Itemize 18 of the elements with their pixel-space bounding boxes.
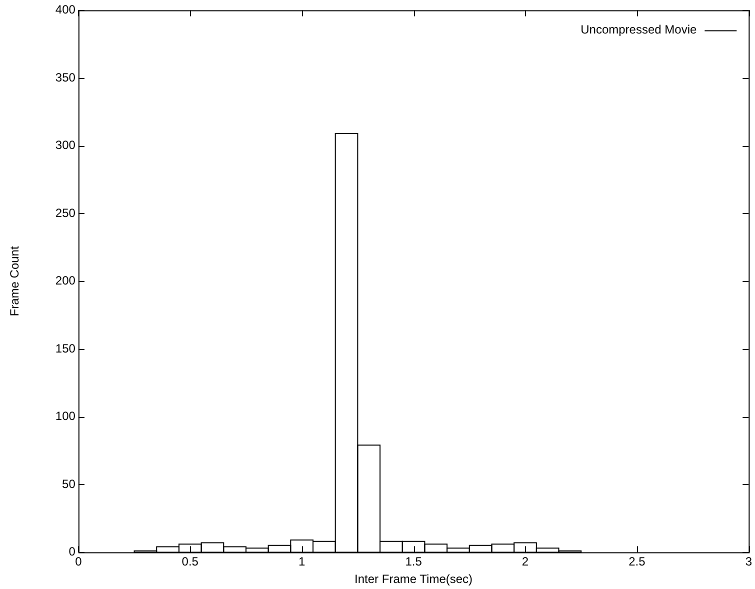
y-tick-label: 300 xyxy=(55,138,76,152)
y-tick-label: 150 xyxy=(55,341,76,356)
x-axis-title: Inter Frame Time(sec) xyxy=(354,572,473,586)
y-tick-label: 350 xyxy=(55,70,76,84)
y-tick-label: 50 xyxy=(62,476,76,491)
y-tick-label: 250 xyxy=(55,206,76,220)
y-tick-label: 100 xyxy=(55,409,76,424)
y-tick-label: 0 xyxy=(68,544,76,559)
x-tick-label: 0.5 xyxy=(182,554,199,569)
x-tick-label: 3 xyxy=(745,554,752,569)
y-axis-title: Frame Count xyxy=(8,246,22,316)
x-tick-label: 1.5 xyxy=(405,554,422,569)
x-tick-label: 2 xyxy=(522,554,529,569)
y-tick-label: 400 xyxy=(55,2,76,17)
y-tick-label: 200 xyxy=(55,274,76,288)
text: Uncompressed Movie xyxy=(580,22,697,37)
x-tick-label: 1 xyxy=(298,554,306,569)
x-tick-label: 2.5 xyxy=(628,554,646,569)
